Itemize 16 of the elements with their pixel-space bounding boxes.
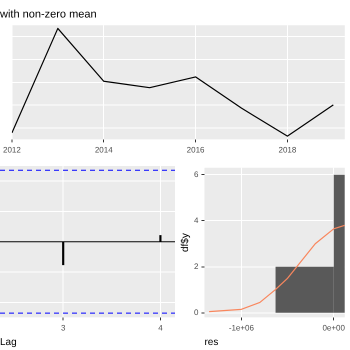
chart-title: with non-zero mean — [0, 8, 97, 21]
x-tick-label: 2018 — [278, 145, 297, 154]
x-tick-label: 2016 — [186, 145, 206, 154]
y-tick-label: 2 — [194, 262, 199, 271]
x-axis-title: Lag — [0, 336, 17, 348]
y-tick-label: 6 — [194, 170, 199, 179]
x-tick-label: 4 — [158, 323, 164, 332]
y-tick-label: 4 — [194, 216, 199, 225]
x-tick-label: 0e+00 — [322, 323, 346, 332]
x-tick-label: 3 — [60, 323, 66, 332]
y-tick-label: 0 — [194, 308, 199, 317]
x-tick-label: 2014 — [94, 145, 114, 154]
x-tick-label: 2012 — [3, 145, 22, 154]
y-axis-title: df$y — [180, 233, 191, 252]
x-axis-title: res — [204, 336, 218, 348]
x-tick-label: -1e+06 — [228, 323, 254, 332]
